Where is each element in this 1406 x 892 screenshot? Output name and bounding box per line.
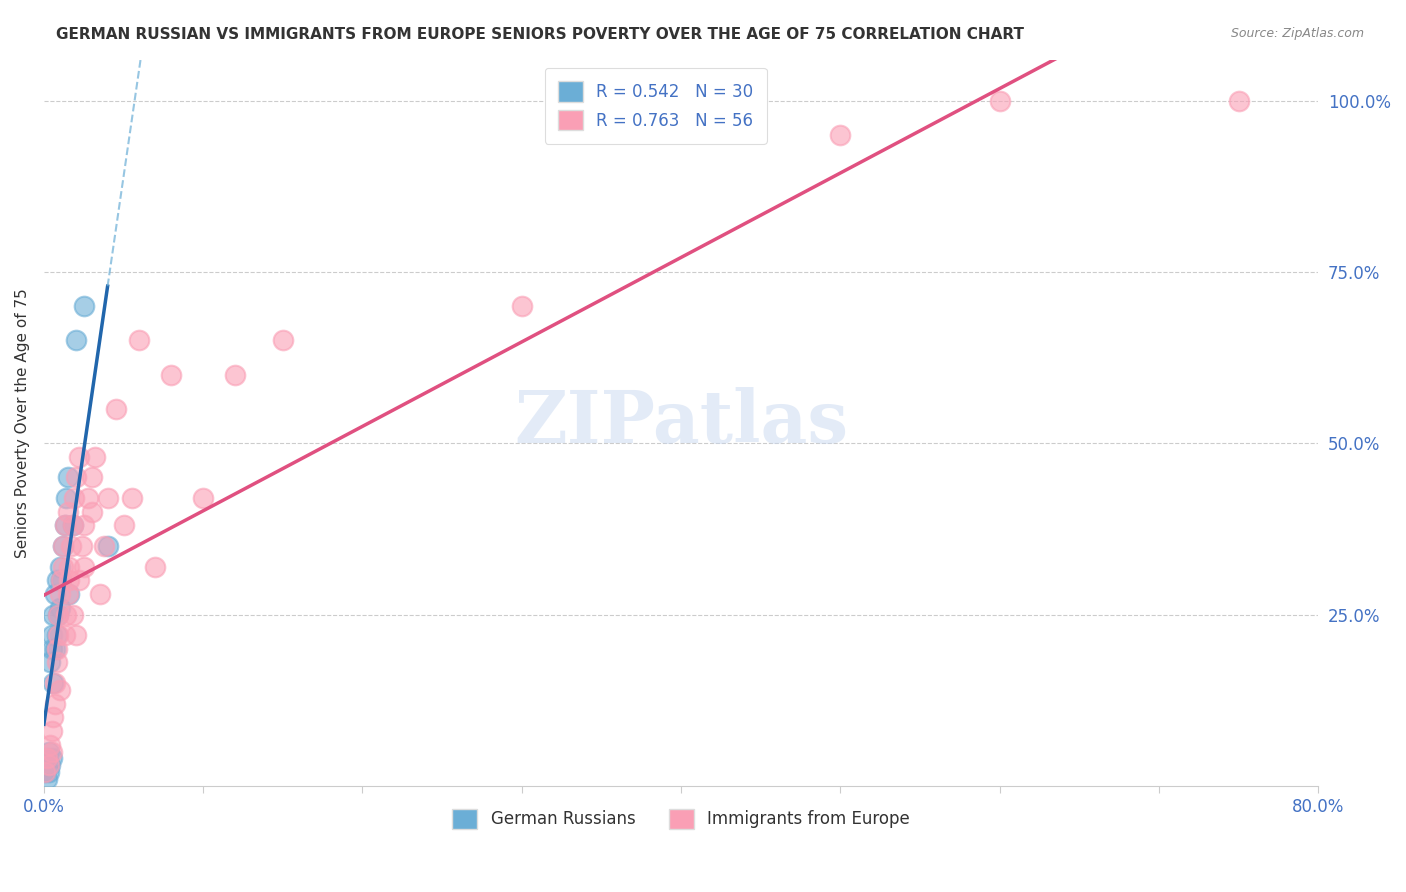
Point (65, 470, 87, 484)
Point (34, 758, 56, 772)
Point (70, 539, 93, 553)
Point (42, 676, 65, 690)
Point (38, 745, 60, 759)
Point (58, 574, 80, 588)
Point (49, 600, 72, 615)
Point (35, 751, 58, 765)
Point (38, 758, 60, 772)
Point (41, 641, 63, 656)
Point (193, 491, 215, 505)
Legend: German Russians, Immigrants from Europe: German Russians, Immigrants from Europe (446, 802, 917, 836)
Point (89, 587, 111, 601)
Point (97, 491, 120, 505)
Point (44, 697, 66, 711)
Point (83, 450, 105, 464)
Point (49, 559, 72, 574)
Point (97, 539, 120, 553)
Text: GERMAN RUSSIAN VS IMMIGRANTS FROM EUROPE SENIORS POVERTY OVER THE AGE OF 75 CORR: GERMAN RUSSIAN VS IMMIGRANTS FROM EUROPE… (56, 27, 1024, 42)
Point (56, 505, 79, 519)
Point (67, 574, 90, 588)
Point (77, 491, 100, 505)
Point (53, 518, 76, 533)
Point (44, 641, 66, 656)
Point (51, 574, 73, 588)
Point (510, 299, 533, 313)
Point (34, 765, 56, 780)
Point (104, 402, 127, 417)
Point (53, 518, 76, 533)
Point (58, 587, 80, 601)
Point (45, 641, 67, 656)
Point (41, 751, 63, 765)
Point (52, 559, 75, 574)
Point (58, 559, 80, 574)
Point (145, 559, 167, 574)
Point (41, 628, 63, 642)
Point (62, 518, 84, 533)
Point (80, 470, 103, 484)
Point (39, 738, 62, 752)
Point (160, 368, 183, 382)
Point (53, 628, 76, 642)
Text: ZIPatlas: ZIPatlas (515, 387, 848, 458)
Point (55, 491, 77, 505)
Point (59, 539, 82, 553)
Point (52, 539, 75, 553)
Point (51, 574, 73, 588)
Point (41, 723, 63, 738)
Point (46, 607, 69, 622)
Y-axis label: Seniors Poverty Over the Age of 75: Seniors Poverty Over the Age of 75 (15, 288, 30, 558)
Point (42, 710, 65, 724)
Point (38, 765, 60, 780)
Point (224, 368, 246, 382)
Point (63, 491, 86, 505)
Point (45, 656, 67, 670)
Point (1227, 94, 1250, 108)
Point (35, 772, 58, 786)
Point (830, 128, 852, 142)
Point (42, 607, 65, 622)
Point (93, 539, 115, 553)
Point (41, 745, 63, 759)
Point (73, 559, 96, 574)
Point (65, 334, 87, 348)
Text: Source: ZipAtlas.com: Source: ZipAtlas.com (1230, 27, 1364, 40)
Point (55, 607, 77, 622)
Point (49, 587, 72, 601)
Point (34, 765, 56, 780)
Point (39, 656, 62, 670)
Point (39, 758, 62, 772)
Point (65, 628, 87, 642)
Point (62, 607, 84, 622)
Point (45, 574, 67, 588)
Point (80, 505, 103, 519)
Point (44, 587, 66, 601)
Point (121, 491, 143, 505)
Point (73, 299, 96, 313)
Point (128, 334, 150, 348)
Point (67, 450, 90, 464)
Point (44, 676, 66, 690)
Point (35, 751, 58, 765)
Point (56, 587, 79, 601)
Point (45, 628, 67, 642)
Point (988, 94, 1011, 108)
Point (46, 628, 69, 642)
Point (56, 470, 79, 484)
Point (271, 334, 294, 348)
Point (62, 518, 84, 533)
Point (73, 518, 96, 533)
Point (46, 607, 69, 622)
Point (52, 539, 75, 553)
Point (112, 518, 135, 533)
Point (49, 682, 72, 697)
